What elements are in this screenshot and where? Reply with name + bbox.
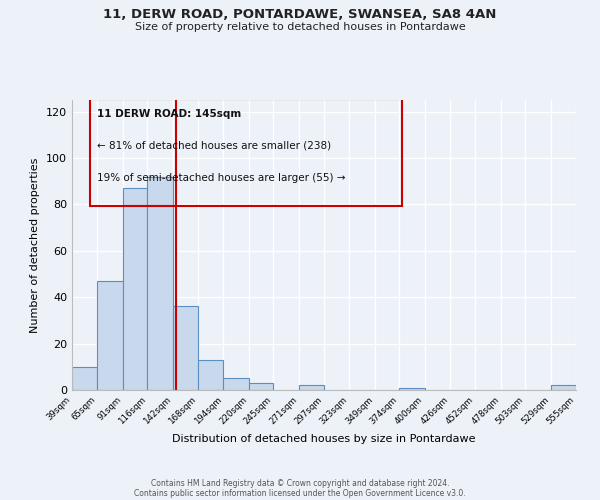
X-axis label: Distribution of detached houses by size in Pontardawe: Distribution of detached houses by size … [172, 434, 476, 444]
Text: 11 DERW ROAD: 145sqm: 11 DERW ROAD: 145sqm [97, 108, 241, 118]
Text: 19% of semi-detached houses are larger (55) →: 19% of semi-detached houses are larger (… [97, 172, 346, 182]
Bar [299, 386, 324, 390]
Bar [399, 388, 425, 390]
Bar [173, 306, 198, 390]
Text: Size of property relative to detached houses in Pontardawe: Size of property relative to detached ho… [134, 22, 466, 32]
Bar [198, 360, 223, 390]
Bar [249, 383, 273, 390]
Text: Contains HM Land Registry data © Crown copyright and database right 2024.: Contains HM Land Registry data © Crown c… [151, 478, 449, 488]
Y-axis label: Number of detached properties: Number of detached properties [31, 158, 40, 332]
Text: ← 81% of detached houses are smaller (238): ← 81% of detached houses are smaller (23… [97, 140, 331, 150]
Text: 11, DERW ROAD, PONTARDAWE, SWANSEA, SA8 4AN: 11, DERW ROAD, PONTARDAWE, SWANSEA, SA8 … [103, 8, 497, 20]
Bar [551, 386, 576, 390]
Bar [123, 188, 147, 390]
Bar [223, 378, 249, 390]
Bar [97, 281, 123, 390]
Bar [147, 176, 173, 390]
Bar [72, 367, 97, 390]
Text: Contains public sector information licensed under the Open Government Licence v3: Contains public sector information licen… [134, 488, 466, 498]
